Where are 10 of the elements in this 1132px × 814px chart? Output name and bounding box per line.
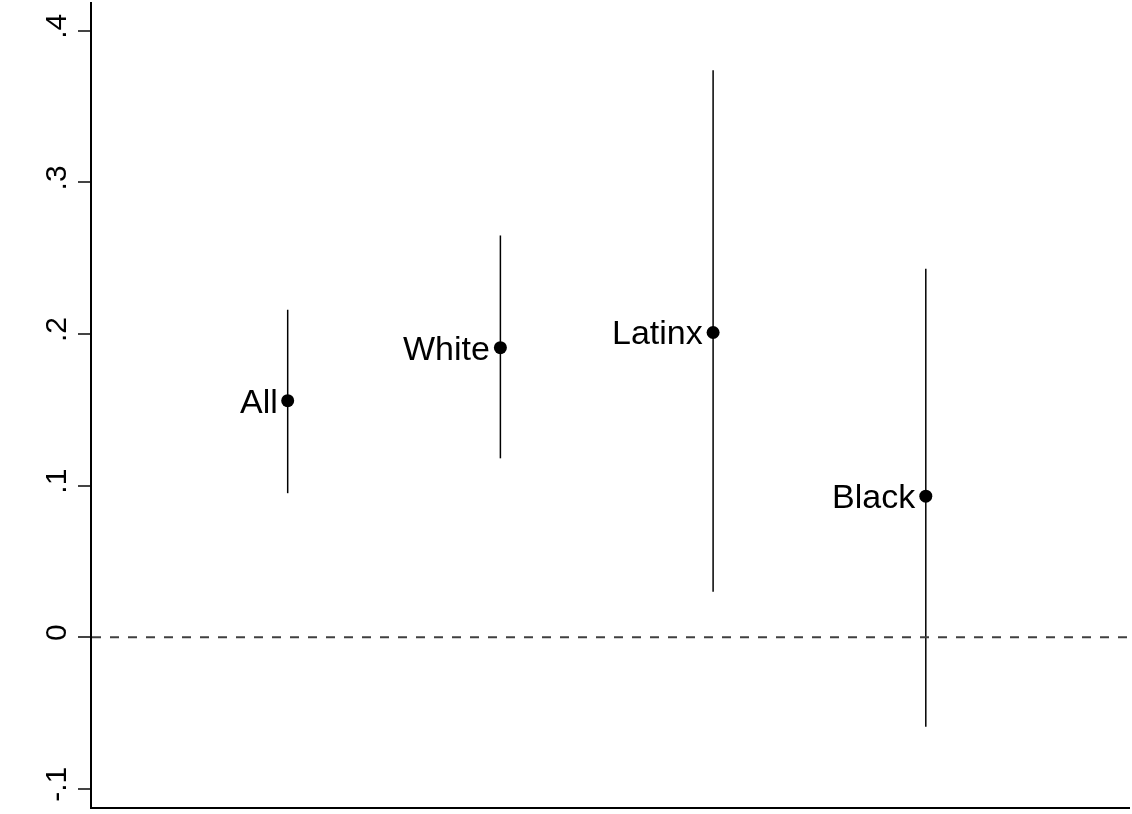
series-label: White (403, 329, 490, 367)
y-tick-label: .1 (39, 468, 72, 494)
y-tick-label: .4 (39, 13, 72, 39)
series-label: Latinx (612, 313, 703, 351)
y-tick-label: -.1 (39, 766, 72, 802)
y-tick-label: 0 (39, 624, 72, 642)
y-tick-label: .3 (39, 165, 72, 191)
series-label: Black (832, 477, 917, 515)
series-label: All (240, 382, 278, 420)
y-tick-label: .2 (39, 316, 72, 343)
